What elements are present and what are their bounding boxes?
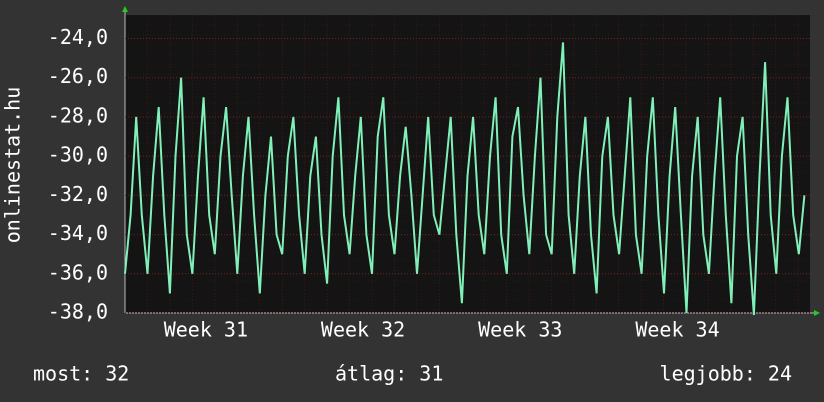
x-arrow xyxy=(814,310,820,316)
x-tick-label: Week 31 xyxy=(164,318,248,342)
x-tick-label: Week 33 xyxy=(478,318,562,342)
footer-stat: legjobb: 24 xyxy=(660,362,792,386)
y-arrow xyxy=(122,6,128,12)
plot-area xyxy=(125,15,810,313)
y-tick-label: -30,0 xyxy=(48,143,108,167)
data-line xyxy=(124,42,806,316)
footer-stat: most: 32 xyxy=(33,362,129,386)
x-tick-label: Week 34 xyxy=(635,318,719,342)
y-tick-label: -24,0 xyxy=(48,25,108,49)
y-tick-label: -34,0 xyxy=(48,221,108,245)
y-tick-label: -38,0 xyxy=(48,300,108,324)
y-axis-label: onlinestat.hu xyxy=(1,87,25,244)
y-tick-label: -36,0 xyxy=(48,260,108,284)
y-tick-label: -28,0 xyxy=(48,103,108,127)
y-tick-label: -32,0 xyxy=(48,182,108,206)
x-tick-label: Week 32 xyxy=(321,318,405,342)
y-tick-label: -26,0 xyxy=(48,64,108,88)
footer-stat: átlag: 31 xyxy=(335,362,443,386)
